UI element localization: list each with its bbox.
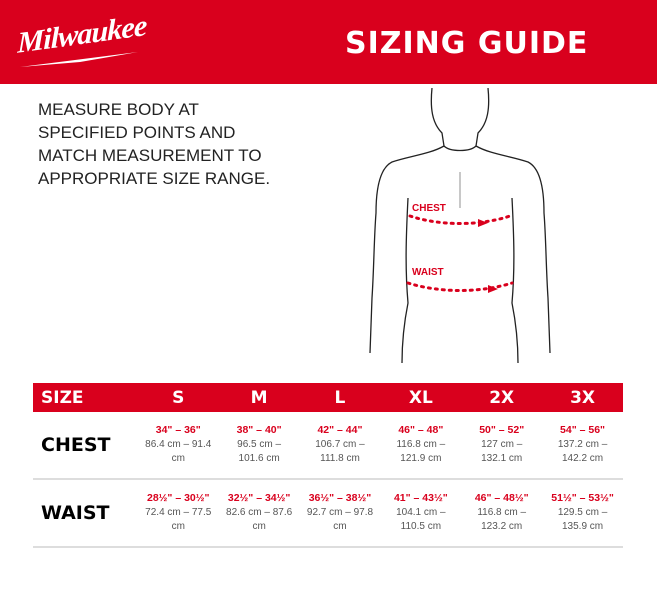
inches-range: 32½" – 34½": [227, 492, 291, 504]
size-header-label: SIZE: [41, 387, 84, 408]
instructions-text: MEASURE BODY AT SPECIFIED POINTS AND MAT…: [38, 100, 271, 188]
table-cell: 50" – 52" 127 cm – 132.1 cm: [461, 424, 542, 466]
header-banner: Milwaukee SIZING GUIDE: [0, 0, 657, 84]
size-m: M: [250, 387, 268, 408]
row-label: CHEST: [41, 434, 111, 456]
table-cell: 46" – 48½" 116.8 cm – 123.2 cm: [461, 492, 542, 534]
lightning-bolt-icon: [20, 52, 138, 67]
inches-range: 54" – 56": [560, 424, 606, 436]
table-cell: 36½" – 38½" 92.7 cm – 97.8 cm: [300, 492, 381, 534]
page-title: SIZING GUIDE: [345, 26, 589, 61]
table-cell: 28½" – 30½" 72.4 cm – 77.5 cm: [138, 492, 219, 534]
cm-range: 127 cm – 132.1 cm: [481, 439, 523, 464]
table-cell: 42" – 44" 106.7 cm – 111.8 cm: [300, 424, 381, 466]
size-l: L: [334, 387, 346, 408]
size-s: S: [172, 387, 185, 408]
size-xl: XL: [408, 387, 433, 408]
inches-range: 28½" – 30½": [147, 492, 210, 504]
inches-range: 36½" – 38½": [308, 492, 372, 504]
table-cell: 34" – 36" 86.4 cm – 91.4 cm: [138, 424, 219, 466]
table-cell: 46" – 48" 116.8 cm – 121.9 cm: [380, 424, 461, 466]
table-cell: 54" – 56" 137.2 cm – 142.2 cm: [542, 424, 623, 466]
row-label: WAIST: [41, 502, 110, 524]
size-table: SIZE S M L XL 2X 3X CHEST 34" – 36" 86.4 c…: [33, 383, 623, 548]
inches-range: 38" – 40": [236, 424, 282, 436]
inches-range: 51½" – 53½": [551, 492, 614, 504]
table-row-waist: WAIST 28½" – 30½" 72.4 cm – 77.5 cm 32½" – …: [33, 480, 623, 548]
table-row-chest: CHEST 34" – 36" 86.4 cm – 91.4 cm 38" – 40"…: [33, 412, 623, 480]
table-cell: 38" – 40" 96.5 cm – 101.6 cm: [219, 424, 300, 466]
cm-range: 86.4 cm – 91.4 cm: [145, 439, 212, 464]
inches-range: 50" – 52": [479, 424, 525, 436]
table-cell: 32½" – 34½" 82.6 cm – 87.6 cm: [219, 492, 300, 534]
cm-range: 129.5 cm – 135.9 cm: [557, 507, 608, 532]
cm-range: 106.7 cm – 111.8 cm: [315, 439, 365, 464]
inches-range: 46" – 48½": [474, 492, 529, 504]
inches-range: 42" – 44": [317, 424, 363, 436]
inches-range: 34" – 36": [155, 424, 201, 436]
cm-range: 116.8 cm – 123.2 cm: [477, 507, 527, 532]
table-cell: 41" – 43½" 104.1 cm – 110.5 cm: [380, 492, 461, 534]
cm-range: 92.7 cm – 97.8 cm: [306, 507, 374, 532]
size-3x: 3X: [570, 387, 596, 408]
cm-range: 96.5 cm – 101.6 cm: [237, 439, 282, 464]
body-measurement-figure: CHEST WAIST: [369, 88, 551, 363]
inches-range: 41" – 43½": [393, 492, 448, 504]
size-2x: 2X: [489, 387, 515, 408]
cm-range: 82.6 cm – 87.6 cm: [226, 507, 293, 532]
inches-range: 46" – 48": [398, 424, 444, 436]
cm-range: 116.8 cm – 121.9 cm: [396, 439, 446, 464]
cm-range: 104.1 cm – 110.5 cm: [396, 507, 446, 532]
table-cell: 51½" – 53½" 129.5 cm – 135.9 cm: [542, 492, 623, 534]
chest-label: CHEST: [412, 203, 446, 214]
size-header-row: SIZE S M L XL 2X 3X: [33, 383, 623, 412]
cm-range: 137.2 cm – 142.2 cm: [557, 439, 608, 464]
cm-range: 72.4 cm – 77.5 cm: [145, 507, 212, 532]
waist-label: WAIST: [412, 267, 444, 278]
